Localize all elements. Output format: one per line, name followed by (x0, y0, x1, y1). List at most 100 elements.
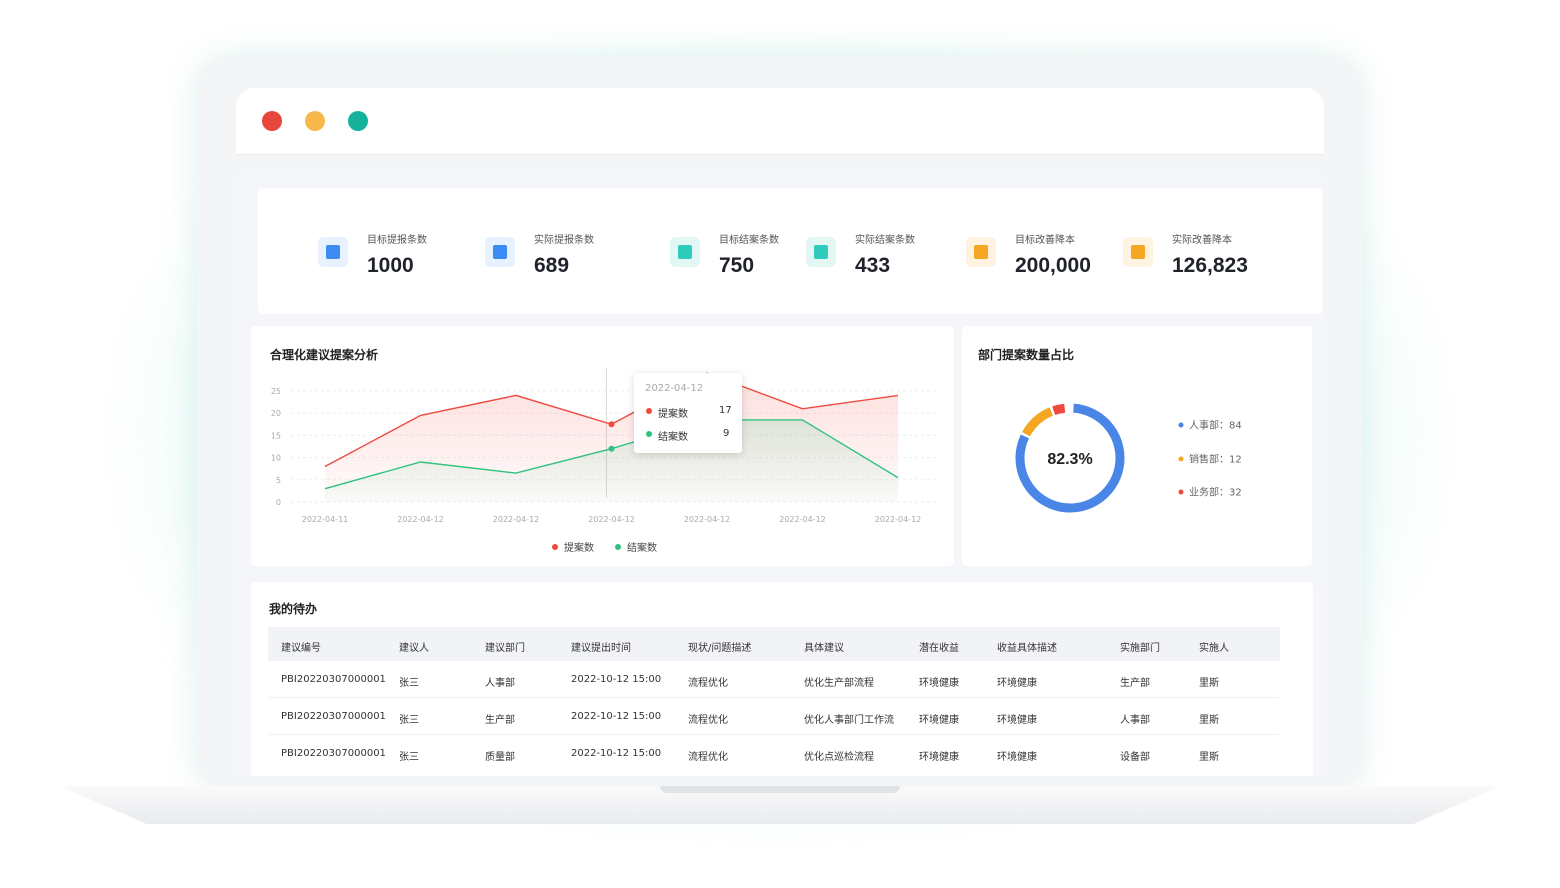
stat-value: 433 (855, 254, 891, 277)
legend-dot (1178, 422, 1184, 428)
laptop-notch (660, 786, 900, 793)
window-titlebar (236, 88, 1324, 154)
legend-dot (1178, 489, 1184, 495)
tooltip-value-closed: 9 (723, 428, 730, 439)
table-cell: 流程优化 (688, 715, 728, 726)
line-chart-title: 合理化建议提案分析 (270, 348, 379, 362)
table-cell: 张三 (399, 752, 419, 763)
table-cell: 优化人事部门工作流 (804, 715, 894, 726)
table-cell: PBI20220307000001 (281, 748, 386, 759)
donut-chart: 82.3% 人事部：84 销售部：12 业务部：32 (1015, 403, 1242, 513)
stat-label: 目标结案条数 (719, 235, 779, 246)
x-tick-label: 2022-04-12 (875, 515, 922, 524)
column-header[interactable]: 实施部门 (1120, 643, 1160, 654)
table-cell: 设备部 (1120, 752, 1150, 763)
table-cell: 2022-10-12 15:00 (571, 674, 662, 685)
table-cell: 2022-10-12 15:00 (571, 748, 662, 759)
tooltip-label-proposals: 提案数 (658, 409, 688, 420)
y-tick-label: 20 (271, 409, 281, 418)
stat-label: 实际结案条数 (855, 235, 915, 246)
document-icon-glyph (326, 245, 340, 259)
document-icon (318, 237, 348, 267)
tooltip-dot-proposals (646, 408, 652, 414)
column-header[interactable]: 建议编号 (281, 643, 321, 654)
line-chart-card: 合理化建议提案分析 0 5 10 15 20 25 2022-04-11 2022-04-12… (251, 326, 954, 566)
series-point (608, 445, 615, 452)
legend-label: 结案数 (627, 541, 657, 554)
return-box-icon (806, 237, 836, 267)
table-cell: 环境健康 (919, 752, 959, 763)
stat-value: 689 (534, 254, 570, 277)
y-tick-label: 0 (276, 498, 281, 507)
table-cell: PBI20220307000001 (281, 674, 386, 685)
document-icon (485, 237, 515, 267)
donut-slice (1015, 403, 1125, 513)
y-tick-label: 10 (271, 454, 281, 463)
stat-label: 目标改善降本 (1015, 235, 1075, 246)
donut-center-label: 82.3% (1047, 451, 1092, 468)
column-header[interactable]: 建议人 (399, 643, 429, 654)
legend-label: 人事部：84 (1189, 419, 1242, 432)
x-tick-label: 2022-04-12 (779, 515, 826, 524)
table-cell: 人事部 (1120, 715, 1150, 726)
x-tick-label: 2022-04-11 (302, 515, 349, 524)
package-icon-glyph (1131, 245, 1145, 259)
y-tick-label: 15 (271, 431, 281, 440)
donut-chart-title: 部门提案数量占比 (978, 348, 1075, 362)
table-cell: 张三 (399, 678, 419, 689)
stat-label: 实际提报条数 (534, 235, 594, 246)
stat-value: 200,000 (1015, 254, 1091, 277)
tooltip-dot-closed (646, 431, 652, 437)
x-tick-label: 2022-04-12 (684, 515, 731, 524)
package-icon-glyph (974, 245, 988, 259)
column-header[interactable]: 具体建议 (804, 643, 844, 654)
donut-slice (1022, 407, 1054, 437)
window-maximize-button[interactable] (348, 111, 368, 131)
y-tick-label: 25 (271, 387, 281, 396)
table-cell: 环境健康 (919, 678, 959, 689)
table-cell: 优化点巡检流程 (804, 752, 874, 763)
table-cell: 优化生产部流程 (804, 678, 874, 689)
table-header (268, 627, 1280, 661)
series-point (608, 421, 615, 428)
column-header[interactable]: 收益具体描述 (997, 643, 1057, 654)
stat-value: 750 (719, 254, 755, 277)
package-icon (1123, 237, 1153, 267)
column-header[interactable]: 实施人 (1199, 643, 1229, 654)
table-cell: 张三 (399, 715, 419, 726)
table-cell: 里斯 (1199, 678, 1219, 689)
todo-title: 我的待办 (269, 602, 318, 616)
legend-label: 提案数 (564, 541, 594, 554)
package-icon (966, 237, 996, 267)
return-box-icon (670, 237, 700, 267)
column-header[interactable]: 建议部门 (485, 643, 525, 654)
chart-tooltip: 2022-04-12 提案数 17 结案数 9 (634, 373, 742, 453)
column-header[interactable]: 建议提出时间 (571, 643, 631, 654)
table-cell: 2022-10-12 15:00 (571, 711, 662, 722)
table-cell: 流程优化 (688, 678, 728, 689)
legend-dot (552, 544, 558, 550)
dashboard-screen: 目标提报条数 1000 实际提报条数 689 目标结案条数 750 实际结案条数 433 目标改… (236, 168, 1324, 776)
legend-label: 销售部：12 (1189, 453, 1242, 466)
table-cell: PBI20220307000001 (281, 711, 386, 722)
table-cell: 生产部 (485, 715, 515, 726)
column-header[interactable]: 现状/问题描述 (688, 643, 752, 654)
table-cell: 流程优化 (688, 752, 728, 763)
series-area (325, 419, 898, 502)
x-tick-label: 2022-04-12 (397, 515, 444, 524)
x-tick-label: 2022-04-12 (493, 515, 540, 524)
x-tick-label: 2022-04-12 (588, 515, 635, 524)
legend-dot (1178, 456, 1184, 462)
stat-label: 实际改善降本 (1172, 235, 1232, 246)
table-cell: 生产部 (1120, 678, 1150, 689)
column-header[interactable]: 潜在收益 (919, 643, 959, 654)
return-box-icon-glyph (814, 245, 828, 259)
window-close-button[interactable] (262, 111, 282, 131)
legend-label: 业务部：32 (1189, 486, 1242, 499)
table-cell: 里斯 (1199, 715, 1219, 726)
window-minimize-button[interactable] (305, 111, 325, 131)
donut-chart-card: 部门提案数量占比 82.3% 人事部：84 销售部：12 业务部：32 (962, 326, 1312, 566)
tooltip-label-closed: 结案数 (658, 432, 688, 443)
table-cell: 环境健康 (997, 678, 1037, 689)
table-cell: 人事部 (485, 678, 515, 689)
